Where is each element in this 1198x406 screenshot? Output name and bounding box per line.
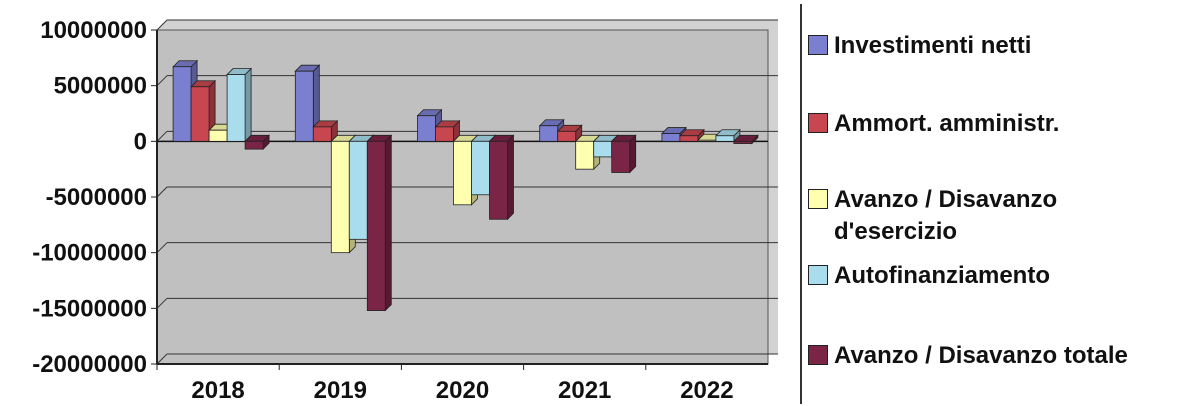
legend-label-investimenti-netti: Investimenti netti	[834, 32, 1032, 59]
legend-item-ammort-amministr: Ammort. amministr.	[808, 108, 1059, 140]
bar-avanzo-disavanzo-totale-2018	[244, 140, 264, 150]
bar-avanzo-disavanzo-d-esercizio-2019	[330, 140, 350, 254]
bar-avanzo-disavanzo-d-esercizio-2022	[697, 139, 717, 142]
legend-item-investimenti-netti: Investimenti netti	[808, 30, 1031, 62]
bar-investimenti-netti-2022	[661, 133, 681, 142]
bar-ammort-amministr-2022	[679, 135, 699, 142]
legend-swatch-avanzo-totale	[808, 345, 828, 365]
y-tick-label: -20000000	[32, 351, 147, 378]
gridline-depth	[156, 242, 168, 254]
legend-item-avanzo-esercizio: Avanzo / Disavanzo d'esercizio	[808, 184, 1174, 248]
gridline-depth	[156, 130, 168, 142]
x-tick-label: 2021	[558, 377, 611, 404]
legend-item-autofinanziamento: Autofinanziamento	[808, 260, 1050, 292]
legend-label-ammort-amministr: Ammort. amministr.	[834, 110, 1060, 137]
bar-investimenti-netti-2020	[417, 115, 436, 142]
bar-avanzo-disavanzo-totale-2020-side	[507, 134, 514, 221]
bar-avanzo-disavanzo-totale-2019	[366, 140, 386, 311]
legend-label-autofinanziamento: Autofinanziamento	[834, 262, 1050, 289]
y-tick-label: -5000000	[46, 184, 147, 211]
x-tick-label: 2019	[314, 377, 367, 404]
bar-avanzo-disavanzo-totale-2019-side	[384, 134, 392, 312]
x-tick-label: 2020	[436, 377, 489, 404]
legend-item-avanzo-totale: Avanzo / Disavanzo totale	[808, 340, 1128, 372]
x-tick-label: 2018	[191, 377, 244, 404]
legend-swatch-autofinanziamento	[808, 265, 828, 285]
bar-investimenti-netti-2018	[172, 66, 192, 142]
gridline-depth	[156, 353, 168, 365]
bar-autofinanziamento-2020	[471, 140, 490, 196]
bar-avanzo-disavanzo-totale-2020	[489, 140, 508, 220]
gridline-depth	[156, 186, 168, 198]
bar-ammort-amministr-2021	[557, 130, 577, 142]
y-tick-label: -10000000	[32, 240, 147, 267]
bar-autofinanziamento-2021	[593, 140, 613, 158]
bar-avanzo-disavanzo-totale-2022	[733, 140, 753, 144]
bar-avanzo-disavanzo-d-esercizio-2020	[453, 140, 472, 206]
legend-label-avanzo-totale: Avanzo / Disavanzo totale	[834, 342, 1128, 369]
gridline-depth	[156, 297, 168, 309]
bar-autofinanziamento-2018-side	[244, 67, 252, 143]
y-tick-label: 10000000	[40, 17, 147, 44]
legend-swatch-avanzo-esercizio	[808, 189, 828, 209]
legend-swatch-investimenti-netti	[808, 35, 828, 55]
bar-autofinanziamento-2019	[348, 140, 368, 240]
bar-investimenti-netti-2021	[539, 125, 559, 142]
gridline-depth	[156, 75, 168, 87]
x-tick-label: 2022	[680, 377, 733, 404]
bar-avanzo-disavanzo-d-esercizio-2021	[575, 140, 595, 170]
bar-avanzo-disavanzo-d-esercizio-2018	[208, 129, 228, 142]
bar-investimenti-netti-2019	[294, 70, 314, 142]
bar-avanzo-disavanzo-totale-2021	[611, 140, 631, 173]
legend: Investimenti netti Ammort. amministr. Av…	[800, 4, 1196, 404]
gridline-depth	[156, 19, 168, 31]
bar-ammort-amministr-2019	[312, 126, 332, 142]
y-tick-label: -15000000	[32, 295, 147, 322]
legend-swatch-ammort-amministr	[808, 113, 828, 133]
bar-ammort-amministr-2020	[435, 126, 454, 142]
legend-label-avanzo-esercizio: Avanzo / Disavanzo d'esercizio	[834, 186, 1058, 245]
bar-ammort-amministr-2018	[190, 86, 210, 142]
bar-chart: 10000000 5000000 0 -5000000 -10000000 -150000…	[32, 17, 778, 404]
y-tick-label: 0	[134, 128, 147, 155]
y-tick-label: 5000000	[54, 73, 147, 100]
bar-autofinanziamento-2018	[226, 74, 246, 142]
bar-autofinanziamento-2022	[715, 135, 735, 142]
